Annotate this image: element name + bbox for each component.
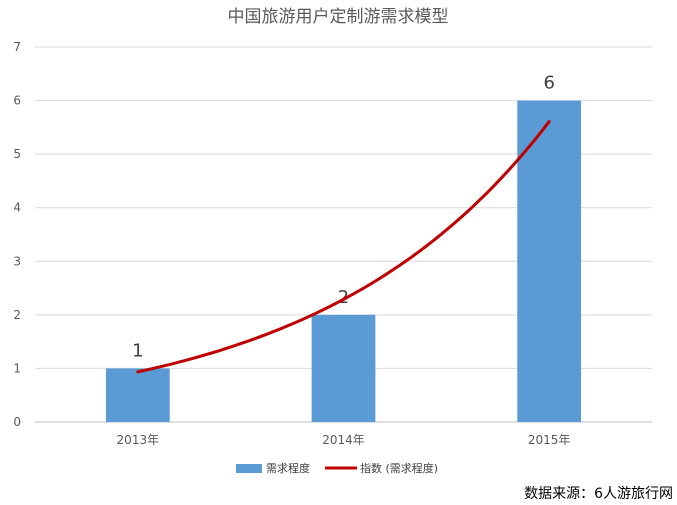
data-label-0: 1 [132, 340, 143, 361]
x-tick-label-0: 2013年 [117, 433, 160, 447]
y-tick-label-5: 5 [13, 147, 21, 161]
x-tick-label-2: 2015年 [528, 433, 571, 447]
bar-series [105, 100, 582, 423]
chart-title: 中国旅游用户定制游需求模型 [228, 7, 449, 27]
y-axis-ticks: 0 1 2 3 4 5 6 7 [13, 40, 21, 429]
data-labels: 1 2 6 [132, 73, 555, 362]
y-tick-label-2: 2 [13, 308, 21, 322]
y-tick-label-4: 4 [13, 201, 21, 215]
x-axis-ticks: 2013年 2014年 2015年 [117, 433, 571, 447]
legend-label-line: 指数 (需求程度) [360, 461, 438, 475]
trendline-exponential [136, 120, 551, 374]
source-note: 数据来源：6人游旅行网 [524, 486, 673, 502]
legend-label-bar: 需求程度 [266, 461, 310, 475]
trend-series [136, 120, 551, 374]
bar-0 [105, 368, 170, 422]
bar-1 [311, 314, 376, 422]
bar-2 [517, 100, 582, 423]
y-tick-label-1: 1 [13, 361, 21, 375]
y-tick-label-7: 7 [13, 40, 21, 54]
x-tick-label-1: 2014年 [322, 433, 365, 447]
y-tick-label-3: 3 [13, 254, 21, 268]
y-tick-label-0: 0 [13, 415, 21, 429]
y-tick-label-6: 6 [13, 94, 21, 108]
data-label-2: 6 [543, 73, 554, 94]
data-label-1: 2 [338, 287, 349, 308]
legend: 需求程度 指数 (需求程度) [236, 461, 438, 475]
legend-swatch-bar [236, 464, 262, 473]
